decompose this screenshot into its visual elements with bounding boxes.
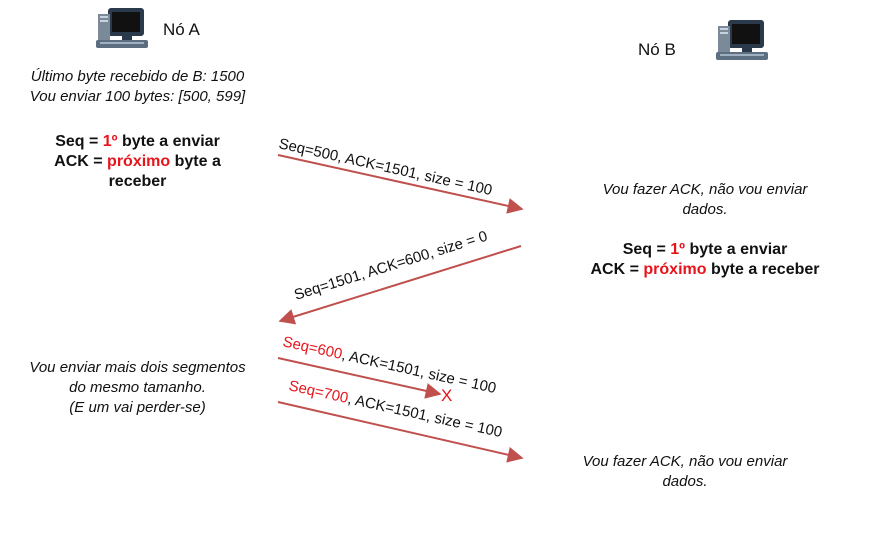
seq-rule-b: Seq = 1º byte a enviar [622,241,788,258]
ack-note-b2-line1: Vou fazer ACK, não vou enviar [582,453,788,470]
ack-note-b1-line2: dados. [682,201,728,218]
message-arrow-3-lost [277,357,442,399]
lost-segment-mark: X [441,386,452,405]
more-segments-note-line1: Vou enviar mais dois segmentos [29,359,246,376]
ack-rule-a-line2: receber [108,173,167,190]
message-label-1: Seq=500, ACK=1501, size = 100 [277,135,494,199]
ack-rule-b: ACK = próximo byte a receber [590,261,820,278]
computer-icon [716,20,768,60]
send-bytes-note: Vou enviar 100 bytes: [500, 599] [29,88,246,105]
node-a-label: Nó A [163,20,200,39]
ack-note-b2-line2: dados. [662,473,708,490]
node-b-label: Nó B [638,40,676,59]
ack-note-b1-line1: Vou fazer ACK, não vou enviar [602,181,808,198]
more-segments-note-line2: do mesmo tamanho. [69,379,206,396]
computer-icon [96,8,148,48]
ack-rule-a: ACK = próximo byte a [54,153,221,170]
message-arrow-1 [277,154,524,214]
seq-rule-a: Seq = 1º byte a enviar [55,133,220,150]
more-segments-note-line3: (E um vai perder-se) [69,399,206,416]
last-byte-note: Último byte recebido de B: 1500 [30,68,245,85]
message-arrow-2 [278,245,522,325]
message-arrow-4 [277,401,524,463]
